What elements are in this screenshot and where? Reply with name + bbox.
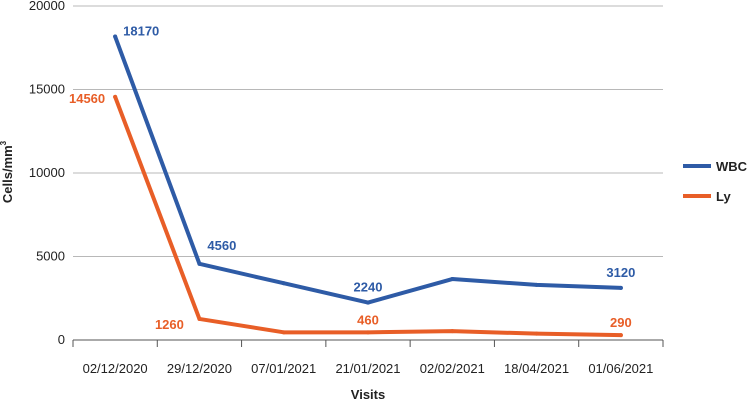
data-point-wbc bbox=[534, 282, 539, 287]
data-point-wbc bbox=[197, 261, 202, 266]
data-label-ly: 290 bbox=[610, 315, 632, 330]
series-line-wbc bbox=[113, 34, 623, 305]
data-label-wbc: 3120 bbox=[606, 265, 635, 280]
y-tick-label: 0 bbox=[58, 332, 65, 347]
data-point-ly bbox=[534, 331, 539, 336]
y-tick-label: 20000 bbox=[29, 0, 65, 13]
data-point-ly bbox=[618, 333, 623, 338]
data-point-ly bbox=[113, 94, 118, 99]
legend-label-ly: Ly bbox=[716, 189, 731, 204]
x-tick-label: 01/06/2021 bbox=[588, 361, 653, 376]
x-axis-title: Visits bbox=[351, 387, 385, 401]
data-label-wbc: 4560 bbox=[207, 238, 236, 253]
axes: 0 5000 10000 15000 20000 02/12/2020 29/12/2020… bbox=[29, 0, 664, 376]
x-tick-label: 02/02/2021 bbox=[420, 361, 485, 376]
legend-label-wbc: WBC bbox=[716, 159, 748, 174]
y-axis-title: Cells/mm3 bbox=[0, 140, 15, 203]
y-tick-label: 10000 bbox=[29, 165, 65, 180]
data-label-ly: 460 bbox=[357, 312, 379, 327]
data-label-ly: 1260 bbox=[155, 317, 184, 332]
x-tick-label: 02/12/2020 bbox=[83, 361, 148, 376]
series-line-ly bbox=[113, 94, 623, 338]
data-point-ly bbox=[366, 330, 370, 335]
x-tick-label: 07/01/2021 bbox=[251, 361, 316, 376]
data-point-ly bbox=[197, 316, 202, 321]
x-tick-label: 18/04/2021 bbox=[504, 361, 569, 376]
data-labels: 18170 4560 2240 3120 14560 1260 460 290 bbox=[69, 24, 635, 332]
x-tick-label: 21/01/2021 bbox=[335, 361, 400, 376]
legend: WBC Ly bbox=[683, 159, 748, 204]
data-point-wbc bbox=[281, 281, 286, 286]
y-tick-label: 15000 bbox=[29, 82, 65, 97]
data-point-wbc bbox=[618, 285, 623, 290]
data-point-ly bbox=[450, 329, 455, 334]
data-point-wbc bbox=[450, 277, 455, 282]
data-label-wbc: 18170 bbox=[123, 24, 159, 39]
data-point-wbc bbox=[366, 300, 370, 305]
x-tick-label: 29/12/2020 bbox=[167, 361, 232, 376]
data-label-ly: 14560 bbox=[69, 91, 105, 106]
data-point-wbc bbox=[113, 34, 118, 39]
data-point-ly bbox=[281, 330, 286, 335]
y-tick-label: 5000 bbox=[36, 249, 65, 264]
data-label-wbc: 2240 bbox=[354, 280, 383, 295]
series-lines bbox=[113, 34, 623, 338]
